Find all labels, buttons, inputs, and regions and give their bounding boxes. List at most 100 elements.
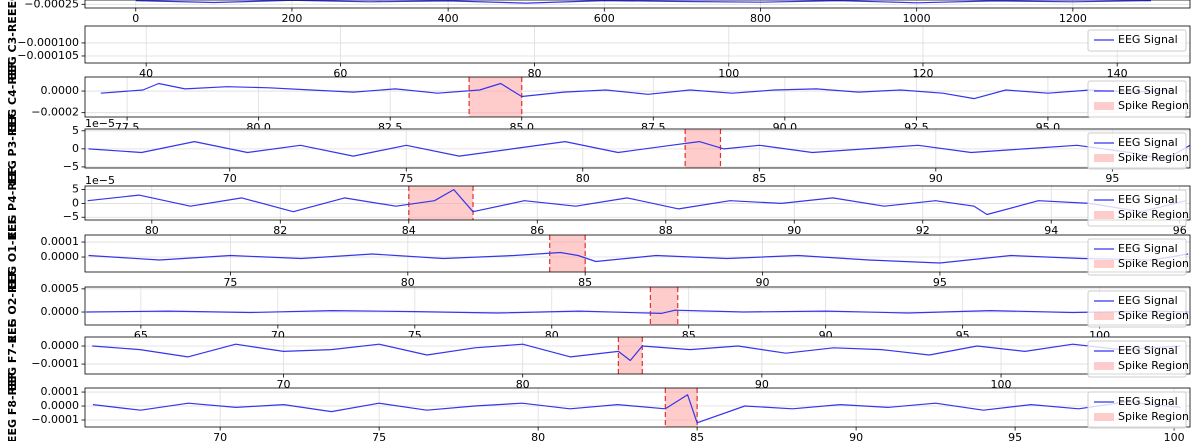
y-tick-label: −5: [63, 160, 79, 173]
x-tick-label: 1200: [1059, 12, 1087, 25]
x-tick-label: 96: [1173, 224, 1187, 237]
subplot: 80 82 84 86 88 90 92 94 96 50−5 1e−5 EEG P4-REF EEG …: [6, 167, 1191, 239]
subplot: 70 75 80 85 90 95 100 0.00010.0000−0.0001 EEG F8…: [6, 372, 1191, 441]
y-tick-label: 0.0000: [41, 305, 80, 318]
y-tick-label: 0.0001: [41, 385, 80, 398]
spike-region: [618, 337, 643, 374]
x-tick-label: 85: [752, 172, 766, 185]
legend-box: [1087, 29, 1187, 52]
y-axis-label: EEG F7-REF: [6, 320, 19, 391]
x-tick-label: 600: [594, 12, 615, 25]
x-tick-label: 800: [750, 12, 771, 25]
legend-swatch: [1094, 413, 1114, 421]
signal-line: [86, 309, 1188, 314]
plot-area: [87, 186, 1187, 220]
axes-background: [85, 26, 1190, 63]
x-tick-label: 75: [399, 172, 413, 185]
x-tick-label: 86: [530, 224, 544, 237]
x-tick-label: 0: [132, 12, 139, 25]
axes-frame: [84, 336, 1191, 375]
x-tick-label: 80: [531, 431, 545, 441]
legend-label: Spike Region: [1118, 99, 1189, 112]
y-tick-label: −0.000105: [17, 49, 79, 62]
legend-label: EEG Signal: [1118, 395, 1178, 408]
plot-area: [88, 129, 1190, 168]
legend-swatch: [1094, 102, 1114, 110]
y-tick-label: 5: [72, 183, 79, 196]
legend-swatch: [1094, 260, 1114, 268]
plot-area: [88, 235, 1189, 272]
y-tick-label: −5: [63, 210, 79, 223]
x-tick-label: 100: [1164, 431, 1185, 441]
legend-label: Spike Region: [1118, 257, 1189, 270]
y-tick-label: 0.0000: [41, 339, 80, 352]
x-tick-label: 88: [659, 224, 673, 237]
axes-frame: [84, 76, 1191, 118]
y-tick-label: −0.0002: [31, 106, 79, 119]
legend-label: EEG Signal: [1118, 136, 1178, 149]
y-tick-label: 0.0000: [41, 250, 80, 263]
x-tick-label: 75: [223, 276, 237, 289]
x-tick-label: 85: [690, 431, 704, 441]
y-tick-label: 0.0000: [41, 84, 80, 97]
x-tick-label: 200: [281, 12, 302, 25]
y-tick-label: 0.0005: [41, 282, 80, 295]
plot-area: [86, 287, 1188, 325]
legend-label: EEG Signal: [1118, 242, 1178, 255]
x-tick-label: 80: [145, 224, 159, 237]
spike-region: [650, 287, 678, 325]
legend-label: Spike Region: [1118, 410, 1189, 423]
y-tick-label: −0.0001: [31, 413, 79, 426]
axes-frame: [84, 0, 1191, 9]
subplot: 75 80 85 90 95 0.0001 0.0000 EEG O1-REF EEG Sign…: [6, 217, 1191, 290]
legend-label: EEG Signal: [1118, 84, 1178, 97]
y-axis-label: EEG C4-REF: [6, 61, 19, 133]
x-tick-label: 90: [787, 224, 801, 237]
y-axis-label: EEG F8-REF: [6, 372, 19, 441]
spike-region: [469, 77, 522, 117]
y-axis-label: EEG O1-REF: [6, 217, 19, 290]
x-tick-label: 95: [933, 276, 947, 289]
axes-background: [85, 186, 1190, 220]
axes-frame: [84, 185, 1191, 221]
y-tick-label: 0.0000: [41, 399, 80, 412]
axes-background: [85, 287, 1190, 325]
plot-area: [92, 388, 1181, 427]
legend-label: Spike Region: [1118, 359, 1189, 372]
y-axis-label: EEG: [6, 0, 19, 16]
legend-swatch: [1094, 211, 1114, 219]
subplot: 77.5 80.0 82.5 85.0 87.5 90.0 92.5 95.00.0000−0…: [6, 61, 1191, 134]
signal-line: [100, 82, 1175, 100]
legend-label: EEG Signal: [1118, 294, 1178, 307]
offset-label: 1e−5: [85, 117, 115, 130]
signal-line: [92, 343, 1181, 362]
y-tick-label: 0.0001: [41, 235, 80, 248]
spike-region: [685, 129, 721, 168]
legend-label: Spike Region: [1118, 309, 1189, 322]
legend-label: EEG Signal: [1118, 344, 1178, 357]
x-tick-label: 1000: [903, 12, 931, 25]
y-axis-label: EEG P3-REF: [6, 113, 19, 185]
y-tick-label: 5: [72, 124, 79, 137]
offset-label: 1e−5: [85, 174, 115, 187]
y-tick-label: −0.00025: [24, 0, 79, 10]
plot-area: [100, 77, 1175, 117]
axes-frame: [84, 128, 1191, 169]
x-tick-label: 90: [756, 276, 770, 289]
legend-swatch: [1094, 312, 1114, 320]
axes-background: [85, 388, 1190, 427]
x-tick-label: 70: [223, 172, 237, 185]
x-tick-label: 85: [578, 276, 592, 289]
axes-frame: [84, 25, 1191, 64]
y-tick-label: 0: [72, 196, 79, 209]
signal-line: [88, 141, 1190, 161]
axes-background: [85, 235, 1190, 272]
x-tick-label: 90: [849, 431, 863, 441]
legend-label: Spike Region: [1118, 151, 1189, 164]
subplot: 0 200 400 600 800 1000 1200 −0.00025 EEG: [6, 0, 1191, 25]
